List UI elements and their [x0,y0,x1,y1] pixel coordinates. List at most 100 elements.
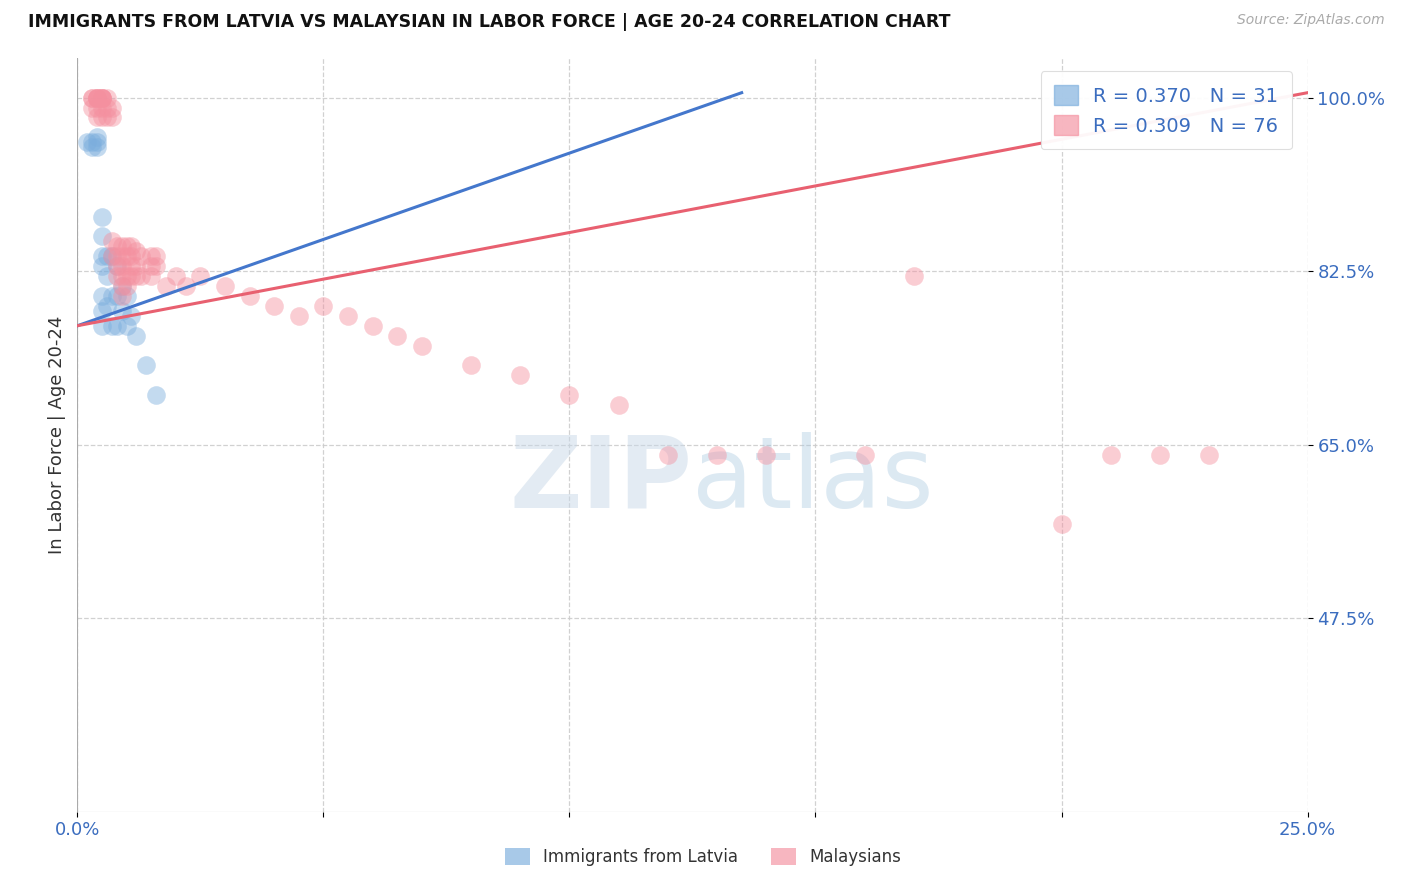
Point [111,304,132,318]
Point [1050,517,1073,532]
Point [121,269,143,284]
Point [82,140,104,154]
Point [105,318,128,333]
Point [115,289,138,303]
Point [86,90,108,104]
Point [86,130,108,145]
Point [903,269,925,284]
Text: IMMIGRANTS FROM LATVIA VS MALAYSIAN IN LABOR FORCE | AGE 20-24 CORRELATION CHART: IMMIGRANTS FROM LATVIA VS MALAYSIAN IN L… [28,13,950,31]
Point [125,259,148,273]
Point [853,448,876,462]
Point [111,279,132,293]
Point [214,279,236,293]
Point [101,289,124,303]
Point [105,259,128,273]
Point [90,289,114,303]
Point [141,259,163,273]
Point [165,269,187,284]
Point [96,90,118,104]
Point [509,368,531,383]
Point [145,388,167,402]
Point [111,279,132,293]
Point [90,90,114,104]
Point [755,448,778,462]
Point [90,111,114,125]
Point [96,299,118,313]
Point [90,90,114,104]
Point [86,136,108,150]
Text: atlas: atlas [693,432,934,529]
Point [90,210,114,224]
Point [115,269,138,284]
Point [86,111,108,125]
Point [145,259,167,273]
Point [145,249,167,263]
Text: ZIP: ZIP [509,432,693,529]
Point [90,304,114,318]
Text: Source: ZipAtlas.com: Source: ZipAtlas.com [1237,13,1385,28]
Point [312,299,335,313]
Point [411,338,433,352]
Point [115,239,138,253]
Point [1149,448,1171,462]
Point [101,249,124,263]
Point [111,269,132,284]
Point [86,101,108,115]
Point [105,289,128,303]
Point [141,249,163,263]
Point [111,249,132,263]
Point [111,239,132,253]
Point [101,111,124,125]
Point [155,279,177,293]
Point [115,249,138,263]
Point [288,309,311,323]
Point [90,259,114,273]
Point [121,259,143,273]
Point [141,269,163,284]
Point [174,279,197,293]
Point [105,269,128,284]
Point [90,249,114,263]
Point [111,259,132,273]
Point [86,90,108,104]
Point [82,101,104,115]
Point [82,136,104,150]
Point [263,299,285,313]
Point [96,269,118,284]
Point [558,388,581,402]
Point [86,90,108,104]
Point [121,249,143,263]
Point [101,318,124,333]
Point [1099,448,1122,462]
Point [96,249,118,263]
Point [90,90,114,104]
Point [101,249,124,263]
Point [96,101,118,115]
Point [76,136,98,150]
Point [125,328,148,343]
Point [105,259,128,273]
Point [90,101,114,115]
Point [121,309,143,323]
Point [90,318,114,333]
Point [115,318,138,333]
Point [90,229,114,244]
Y-axis label: In Labor Force | Age 20-24: In Labor Force | Age 20-24 [48,316,66,554]
Legend: Immigrants from Latvia, Malaysians: Immigrants from Latvia, Malaysians [496,840,910,875]
Point [111,289,132,303]
Point [129,249,153,263]
Point [86,90,108,104]
Point [121,239,143,253]
Point [82,90,104,104]
Point [607,398,630,412]
Point [115,279,138,293]
Point [101,235,124,249]
Point [125,244,148,259]
Point [125,269,148,284]
Point [706,448,728,462]
Point [657,448,679,462]
Point [361,318,384,333]
Point [239,289,262,303]
Point [460,359,482,373]
Legend: R = 0.370   N = 31, R = 0.309   N = 76: R = 0.370 N = 31, R = 0.309 N = 76 [1040,71,1292,150]
